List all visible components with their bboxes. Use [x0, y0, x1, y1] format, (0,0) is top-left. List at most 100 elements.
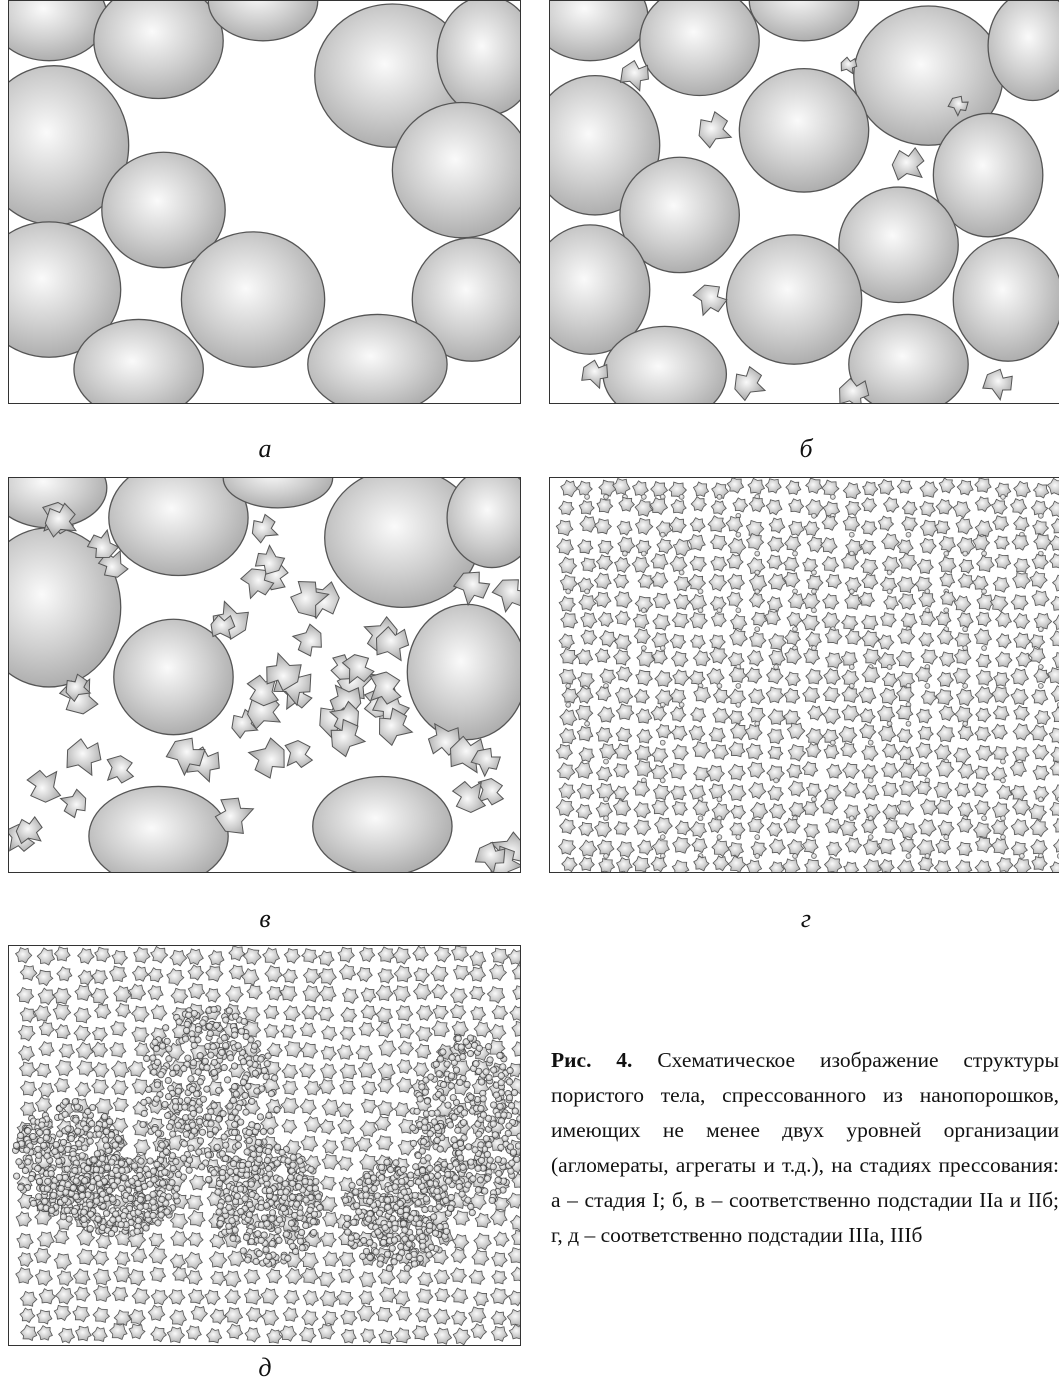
aggregate-particle: [805, 668, 823, 685]
aggregate-particle: [881, 762, 899, 779]
nanoparticle: [496, 1102, 504, 1111]
aggregate-particle: [38, 1021, 55, 1037]
aggregate-particle: [417, 1271, 434, 1287]
nanoparticle: [38, 1121, 46, 1129]
aggregate-particle: [559, 708, 578, 727]
nanoparticle: [12, 1141, 20, 1149]
nanoparticle: [228, 1217, 236, 1225]
aggregate-particle: [319, 1118, 336, 1135]
nanoparticle: [508, 1102, 516, 1110]
nanoparticle: [133, 1227, 141, 1235]
nanoparticle: [264, 1165, 273, 1173]
nanoparticle: [183, 1020, 191, 1028]
aggregate-particle: [393, 1327, 412, 1344]
nanoparticle: [169, 1152, 177, 1160]
panel-label-g: г: [800, 904, 812, 933]
nanoparticle: [443, 1060, 451, 1068]
aggregate-particle: [842, 781, 861, 799]
aggregate-particle: [689, 783, 706, 801]
nanoparticle: [293, 1200, 301, 1208]
nanoparticle: [226, 1168, 234, 1176]
aggregate-particle: [1009, 498, 1028, 515]
aggregate-particle: [748, 573, 768, 592]
nanoparticle: [237, 1118, 245, 1126]
aggregate-particle: [1049, 535, 1059, 551]
nanoparticle: [388, 1244, 396, 1252]
nanoparticle: [447, 1193, 455, 1201]
aggregate-particle: [511, 1020, 520, 1037]
aggregate-particle: [360, 987, 377, 1004]
aggregate-particle: [301, 1004, 319, 1020]
nanoparticle: [198, 1163, 206, 1171]
aggregate-particle: [361, 1080, 378, 1096]
nanoparticle: [205, 1022, 213, 1030]
nanoparticle: [164, 1076, 172, 1085]
aggregate-particle: [283, 947, 301, 964]
nanoparticle: [47, 1170, 55, 1178]
aggregate-particle: [612, 478, 631, 496]
nanoparticle: [194, 1026, 202, 1034]
nanoparticle: [416, 1095, 424, 1103]
aggregate-particle: [187, 1231, 204, 1248]
aggregate-particle: [918, 631, 935, 647]
aggregate-particle: [994, 553, 1012, 570]
nanoparticle: [229, 1096, 237, 1104]
aggregate-particle: [803, 520, 820, 537]
nanoparticle: [508, 1159, 516, 1167]
aggregate-particle: [650, 856, 668, 872]
aggregate-particle: [616, 520, 633, 536]
nanoparticle: [383, 1158, 391, 1166]
aggregate-particle: [56, 1270, 74, 1287]
nanoparticle: [93, 1150, 101, 1158]
aggregate-particle: [805, 742, 822, 759]
aggregate-particle: [113, 1309, 132, 1327]
nanoparticle: [190, 1110, 198, 1118]
nanoparticle: [220, 1064, 228, 1072]
aggregate-particle: [246, 984, 263, 1000]
nanoparticle: [276, 1216, 284, 1224]
aggregate-particle: [555, 519, 574, 537]
nanoparticle: [274, 1226, 282, 1235]
aggregate-particle: [91, 1041, 109, 1058]
nanoparticle: [153, 1095, 161, 1103]
aggregate-particle: [393, 1289, 411, 1307]
aggregate-particle: [671, 800, 688, 816]
nanoparticle: [117, 1159, 125, 1167]
nanoparticle: [256, 1113, 264, 1121]
aggregate-particle: [976, 554, 995, 573]
nanoparticle: [267, 1127, 275, 1135]
nanoparticle: [301, 1177, 309, 1186]
aggregate-particle: [933, 860, 952, 872]
nanoparticle: [474, 1164, 482, 1172]
aggregate-particle: [766, 596, 783, 612]
aggregate-particle: [358, 1290, 375, 1306]
aggregate-particle: [507, 948, 520, 965]
aggregate-particle: [415, 1307, 432, 1323]
nanoparticle: [36, 1129, 44, 1137]
aggregate-particle: [55, 1286, 75, 1305]
nanoparticle: [204, 1113, 212, 1121]
aggregate-particle: [936, 724, 956, 743]
nanoparticle: [432, 1229, 440, 1237]
nanoparticle: [225, 1007, 233, 1015]
nanoparticle: [222, 1155, 230, 1163]
aggregate-particle: [128, 1323, 146, 1340]
aggregate-particle: [727, 573, 745, 590]
aggregate-particle: [859, 707, 876, 724]
aggregate-particle: [1033, 533, 1053, 551]
nanoparticle: [414, 1199, 422, 1207]
aggregate-particle: [802, 800, 820, 817]
aggregate-particle: [823, 667, 841, 686]
nanoparticle: [71, 1098, 79, 1106]
aggregate-particle: [767, 708, 786, 726]
nanoparticle: [127, 1194, 135, 1202]
nanoparticle: [378, 1174, 386, 1182]
aggregate-particle: [745, 859, 763, 872]
nanoparticle: [282, 1230, 290, 1238]
aggregate-particle: [1049, 861, 1059, 872]
aggregate-particle: [726, 553, 744, 570]
aggregate-particle: [784, 671, 801, 687]
nanoparticle: [231, 1128, 239, 1136]
aggregate-particle: [901, 516, 918, 532]
aggregate-particle: [113, 985, 132, 1003]
